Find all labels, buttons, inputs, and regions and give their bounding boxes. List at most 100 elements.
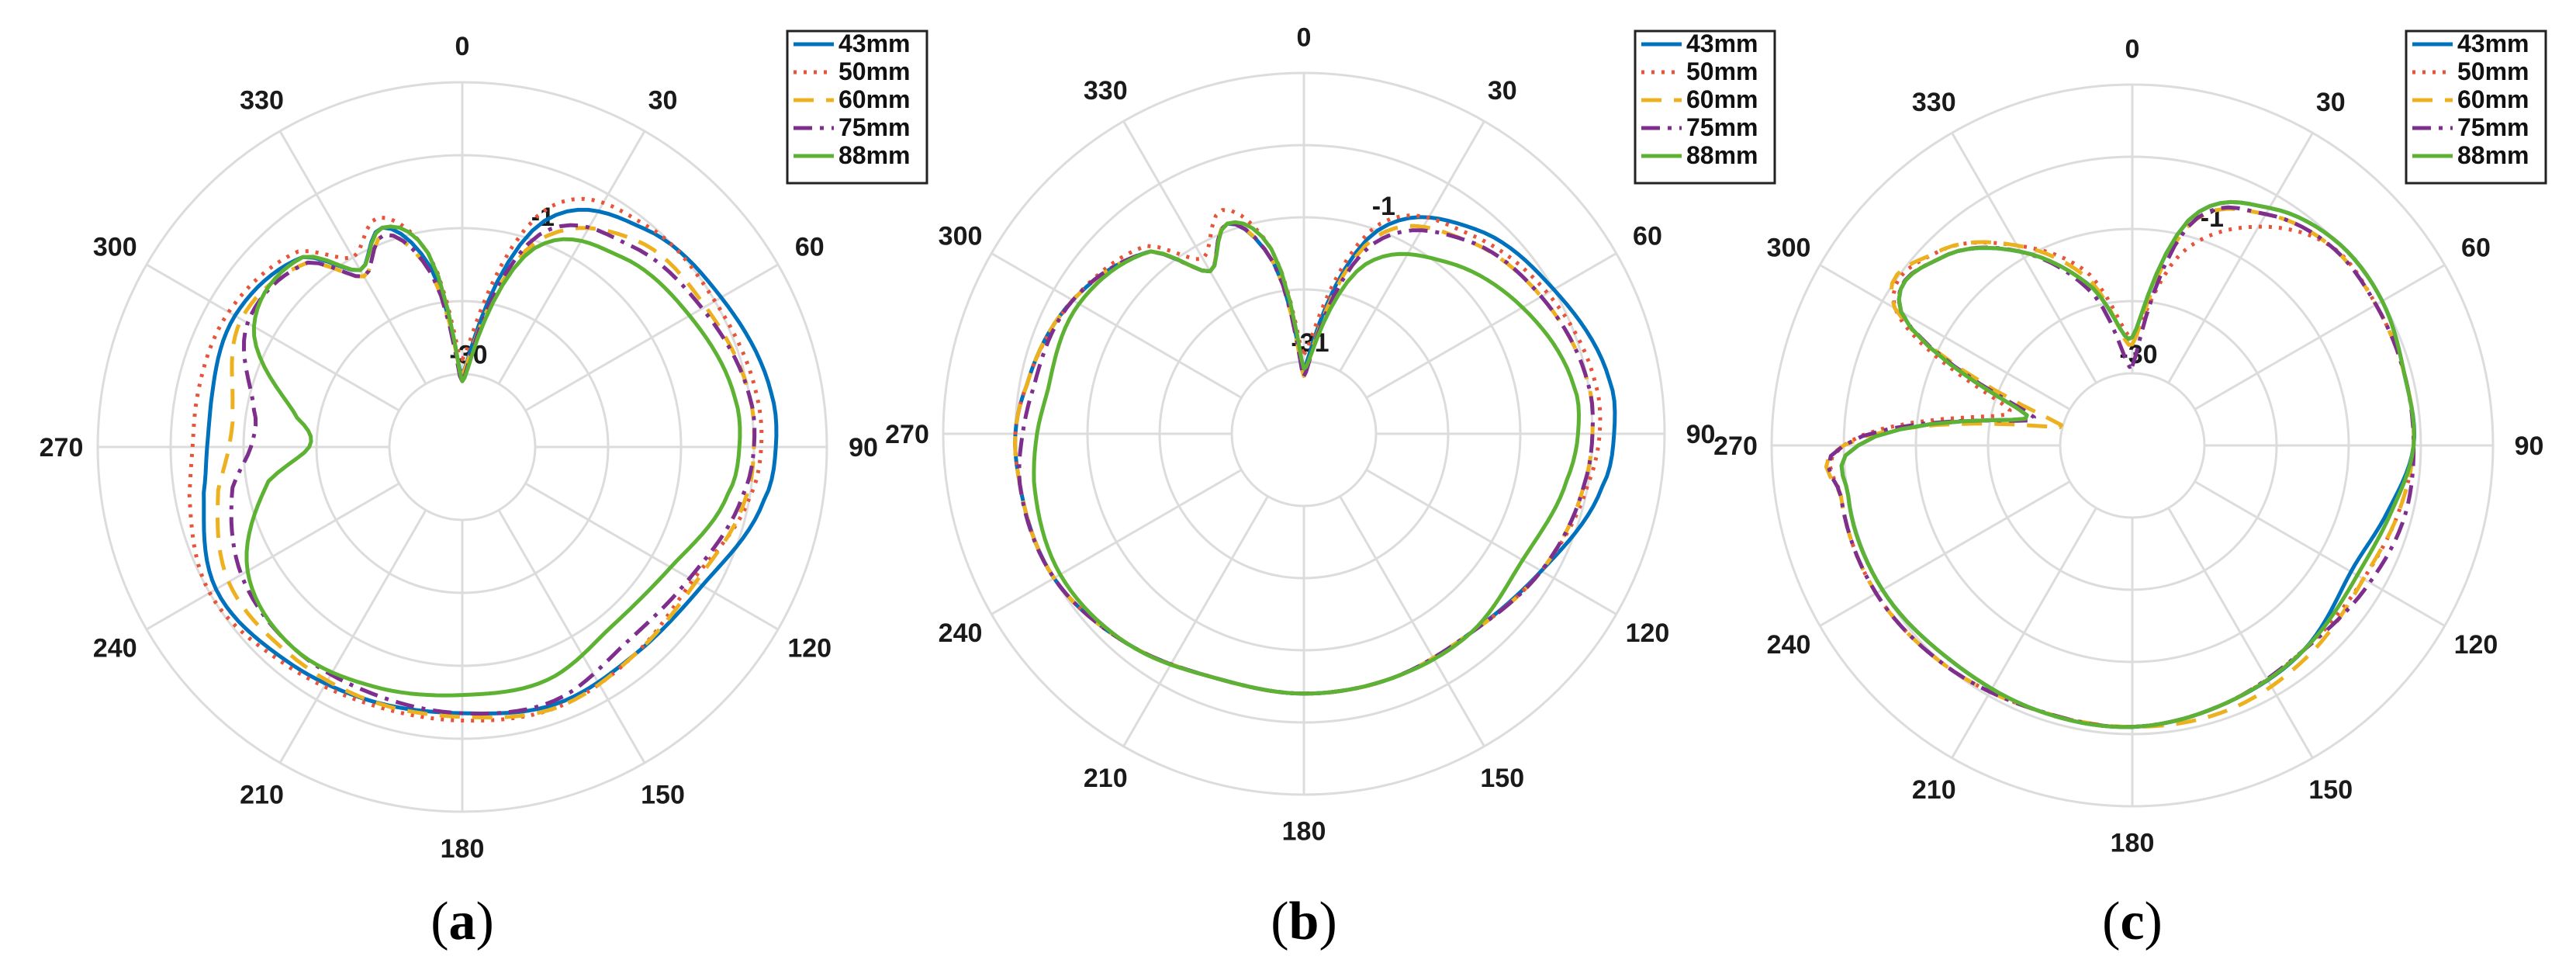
angle-tick-label: 60: [1633, 221, 1662, 251]
polar-chart-a: 0306090120150180210240270300330-1-3043mm…: [40, 29, 928, 951]
caption-letter: c: [2120, 892, 2144, 951]
angle-tick-label: 240: [93, 634, 137, 663]
grid-spoke: [1951, 132, 2097, 384]
legend-label: 43mm: [2457, 29, 2529, 57]
angle-tick-label: 120: [1626, 618, 1670, 648]
angle-tick-label: 330: [1084, 76, 1128, 106]
panel-caption: (c): [2102, 892, 2163, 951]
panel-caption: (b): [1271, 892, 1337, 951]
grid-spoke: [146, 482, 400, 631]
grid-spoke: [2194, 264, 2446, 411]
grid-spoke: [1819, 480, 2071, 627]
grid-spoke: [278, 509, 427, 764]
grid-spoke: [1339, 495, 1485, 747]
angle-tick-label: 270: [40, 433, 84, 463]
angle-tick-label: 90: [849, 433, 878, 463]
angle-tick-label: 0: [2125, 35, 2140, 64]
angle-tick-label: 300: [939, 221, 983, 251]
angle-tick-label: 210: [240, 781, 284, 810]
angle-tick-label: 0: [455, 32, 470, 61]
angle-tick-label: 270: [1713, 431, 1758, 461]
caption-open: (: [1271, 892, 1288, 951]
angle-tick-label: 150: [1480, 764, 1524, 793]
caption-close: ): [1319, 892, 1336, 951]
legend-label: 75mm: [2457, 113, 2529, 141]
series-line-50mm: [187, 196, 764, 723]
angle-tick-label: 300: [93, 233, 137, 262]
radial-tick-label: -1: [1372, 192, 1395, 221]
series-line-88mm: [1839, 199, 2416, 729]
legend-label: 88mm: [2457, 141, 2529, 169]
legend-label: 50mm: [2457, 57, 2529, 85]
caption-close: ): [476, 892, 494, 951]
grid-spoke: [1951, 507, 2097, 759]
grid-spoke: [2167, 507, 2314, 759]
series-line-88mm: [1032, 220, 1581, 696]
angle-tick-label: 180: [2111, 829, 2155, 858]
legend-label: 43mm: [1686, 29, 1758, 57]
angle-tick-label: 120: [787, 634, 832, 663]
caption-open: (: [2102, 892, 2120, 951]
angle-tick-label: 120: [2454, 630, 2498, 660]
legend-label: 75mm: [838, 113, 911, 141]
grid-spoke: [524, 263, 779, 412]
legend-label: 88mm: [1686, 141, 1758, 169]
grid-spoke: [524, 482, 779, 631]
angle-tick-label: 90: [1686, 420, 1716, 449]
grid-spoke: [2194, 480, 2446, 627]
caption-letter: a: [449, 892, 476, 951]
caption-open: (: [430, 892, 448, 951]
angle-tick-label: 30: [1488, 76, 1517, 106]
grid-spoke: [497, 509, 646, 764]
grid-circle: [1230, 360, 1378, 508]
angle-tick-label: 30: [648, 85, 678, 115]
legend-label: 60mm: [838, 85, 911, 113]
angle-tick-label: 60: [2461, 233, 2491, 262]
angle-tick-label: 150: [641, 781, 685, 810]
angle-tick-label: 180: [441, 834, 485, 864]
grid-spoke: [1365, 252, 1617, 399]
angle-tick-label: 0: [1297, 23, 1312, 53]
angle-tick-label: 150: [2308, 775, 2353, 805]
angle-tick-label: 60: [795, 233, 825, 262]
angle-tick-label: 330: [240, 85, 284, 115]
grid-circle: [388, 372, 537, 521]
caption-letter: b: [1289, 892, 1319, 951]
grid-spoke: [991, 252, 1243, 399]
series-line-60mm: [1824, 206, 2416, 729]
angle-tick-label: 330: [1912, 88, 1956, 117]
grid-spoke: [1819, 264, 2071, 411]
legend-label: 60mm: [1686, 85, 1758, 113]
grid-spoke: [2167, 132, 2314, 384]
grid-spoke: [991, 469, 1243, 615]
polar-chart-b: 0306090120150180210240270300330-1-3143mm…: [885, 23, 1776, 951]
grid-spoke: [1339, 120, 1485, 372]
legend-label: 43mm: [838, 29, 911, 57]
angle-tick-label: 240: [939, 618, 983, 648]
angle-tick-label: 210: [1084, 764, 1128, 793]
angle-tick-label: 210: [1912, 775, 1956, 805]
grid-spoke: [146, 263, 400, 412]
grid-circle: [2059, 372, 2206, 519]
angle-tick-label: 90: [2515, 431, 2544, 461]
series-line-43mm: [1013, 215, 1617, 696]
grid-spoke: [497, 130, 646, 385]
grid-spoke: [1365, 469, 1617, 615]
legend-label: 50mm: [838, 57, 911, 85]
angle-tick-label: 270: [885, 420, 929, 449]
grid-spoke: [278, 130, 427, 385]
panel-caption: (a): [430, 892, 494, 951]
legend-label: 60mm: [2457, 85, 2529, 113]
angle-tick-label: 300: [1767, 233, 1811, 262]
angle-tick-label: 180: [1282, 817, 1326, 847]
caption-close: ): [2145, 892, 2163, 951]
legend-label: 88mm: [838, 141, 911, 169]
legend-label: 50mm: [1686, 57, 1758, 85]
series-line-75mm: [229, 223, 757, 716]
angle-tick-label: 30: [2316, 88, 2346, 117]
grid-spoke: [1122, 495, 1269, 747]
